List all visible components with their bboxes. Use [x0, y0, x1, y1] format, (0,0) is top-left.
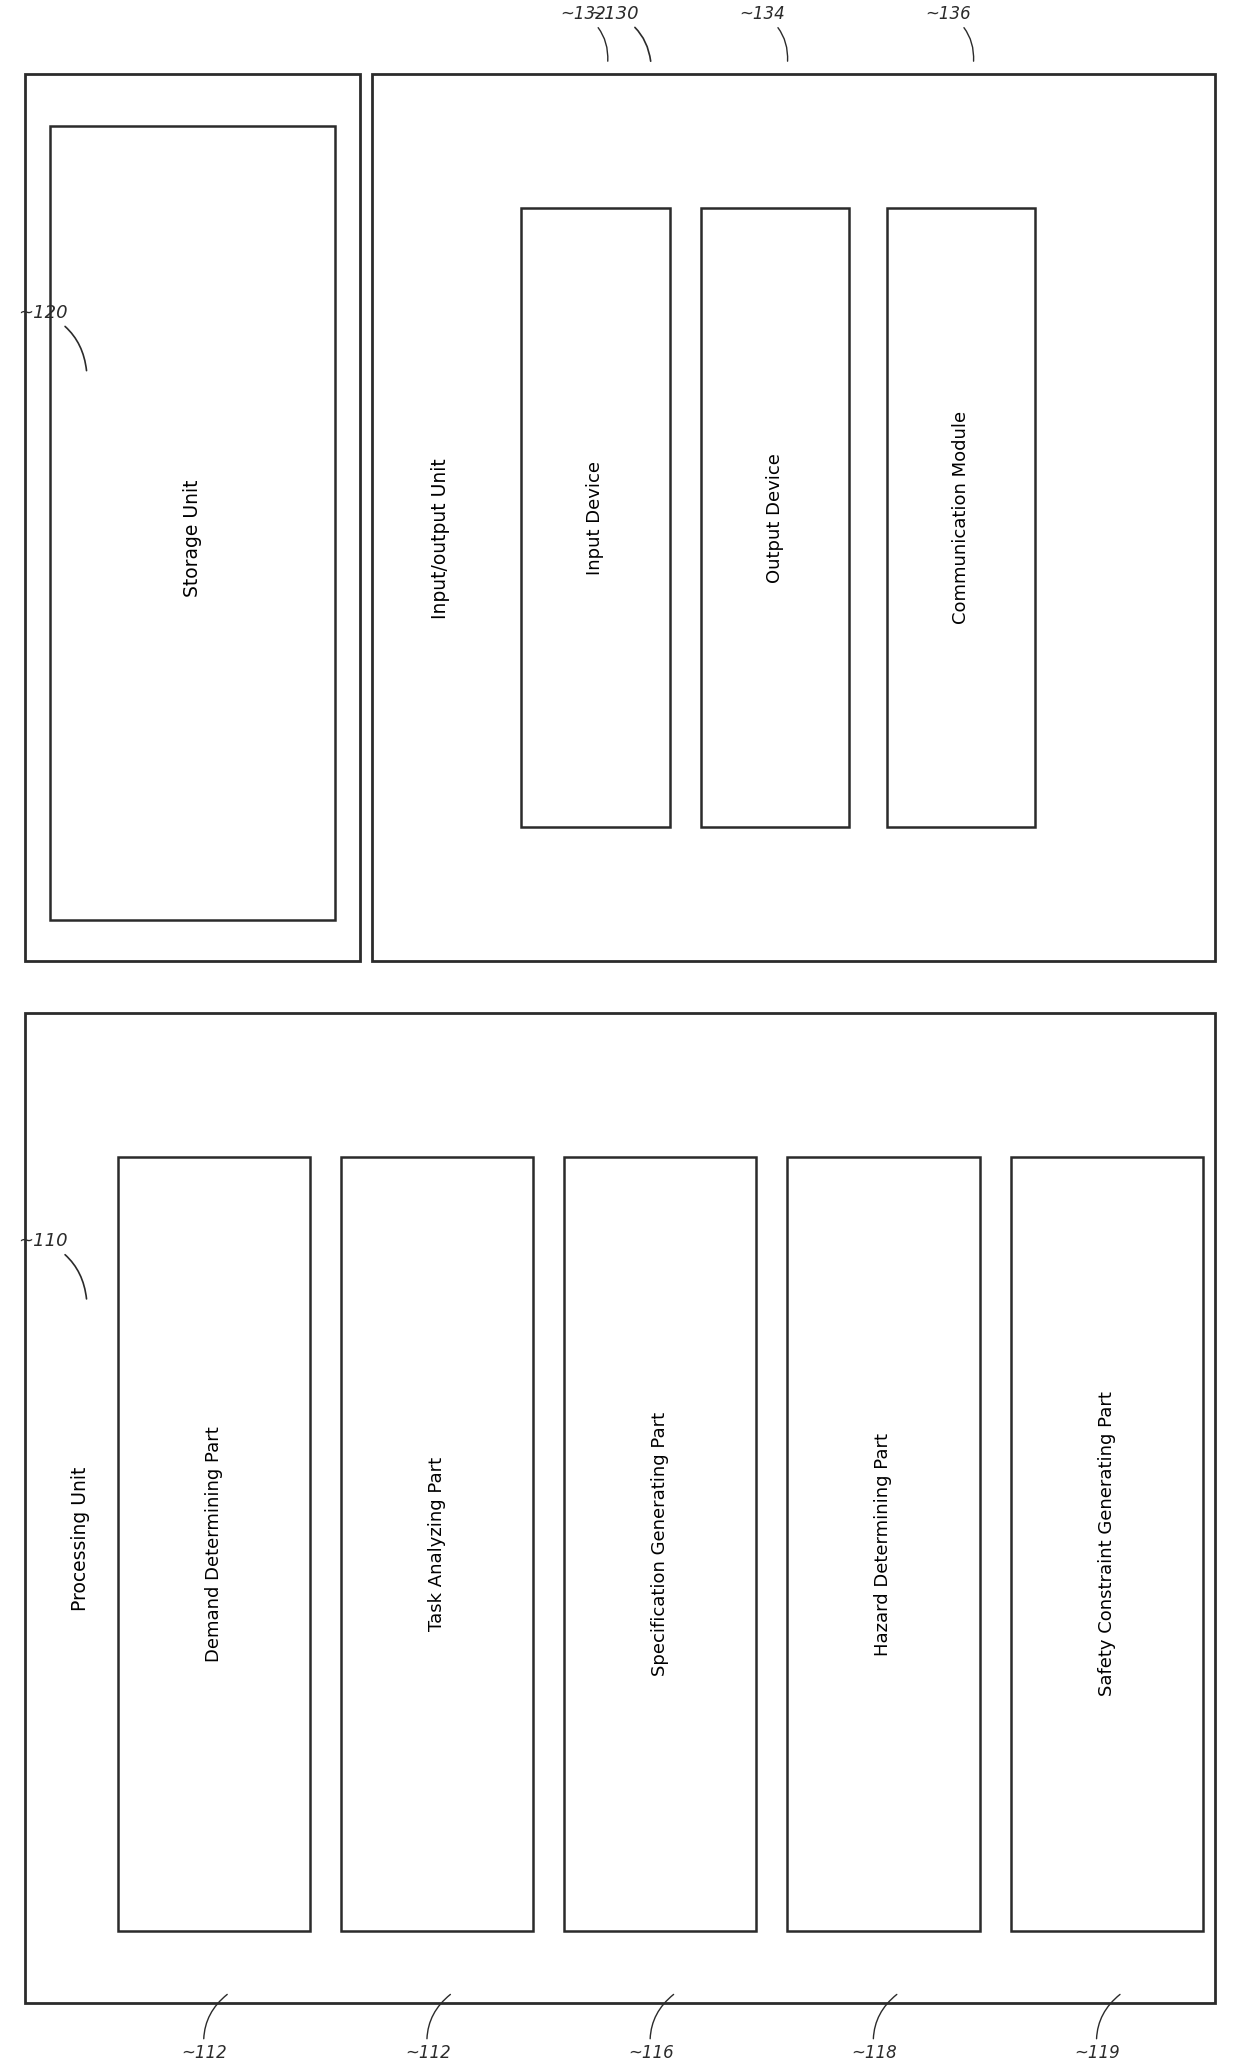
Text: Output Device: Output Device	[766, 453, 784, 583]
Text: ~118: ~118	[852, 1995, 897, 2063]
Text: Input Device: Input Device	[587, 461, 604, 575]
FancyBboxPatch shape	[521, 209, 670, 827]
Text: Demand Determining Part: Demand Determining Part	[205, 1426, 223, 1662]
FancyBboxPatch shape	[25, 1013, 1215, 2003]
FancyBboxPatch shape	[564, 1158, 756, 1931]
FancyBboxPatch shape	[118, 1158, 310, 1931]
Text: Specification Generating Part: Specification Generating Part	[651, 1412, 670, 1676]
Text: Storage Unit: Storage Unit	[182, 480, 202, 597]
FancyBboxPatch shape	[1011, 1158, 1203, 1931]
Text: ~132: ~132	[560, 4, 608, 62]
FancyBboxPatch shape	[50, 126, 335, 920]
FancyBboxPatch shape	[341, 1158, 533, 1931]
Text: ~110: ~110	[19, 1232, 87, 1298]
Text: Task Analyzing Part: Task Analyzing Part	[428, 1457, 446, 1631]
FancyBboxPatch shape	[25, 74, 360, 961]
FancyBboxPatch shape	[372, 74, 1215, 961]
FancyBboxPatch shape	[787, 1158, 980, 1931]
Text: ~116: ~116	[629, 1995, 673, 2063]
Text: ~112: ~112	[405, 1995, 450, 2063]
Text: Communication Module: Communication Module	[952, 411, 970, 624]
FancyBboxPatch shape	[887, 209, 1035, 827]
Text: ~112: ~112	[182, 1995, 227, 2063]
FancyBboxPatch shape	[701, 209, 849, 827]
Text: ~134: ~134	[740, 4, 787, 62]
Text: Safety Constraint Generating Part: Safety Constraint Generating Part	[1097, 1391, 1116, 1697]
Text: ~136: ~136	[926, 4, 973, 62]
Text: Processing Unit: Processing Unit	[71, 1468, 91, 1610]
Text: ~119: ~119	[1075, 1995, 1120, 2063]
Text: ~130: ~130	[589, 4, 651, 62]
Text: Input/output Unit: Input/output Unit	[430, 459, 450, 618]
Text: ~120: ~120	[19, 304, 87, 370]
Text: Hazard Determining Part: Hazard Determining Part	[874, 1432, 893, 1656]
